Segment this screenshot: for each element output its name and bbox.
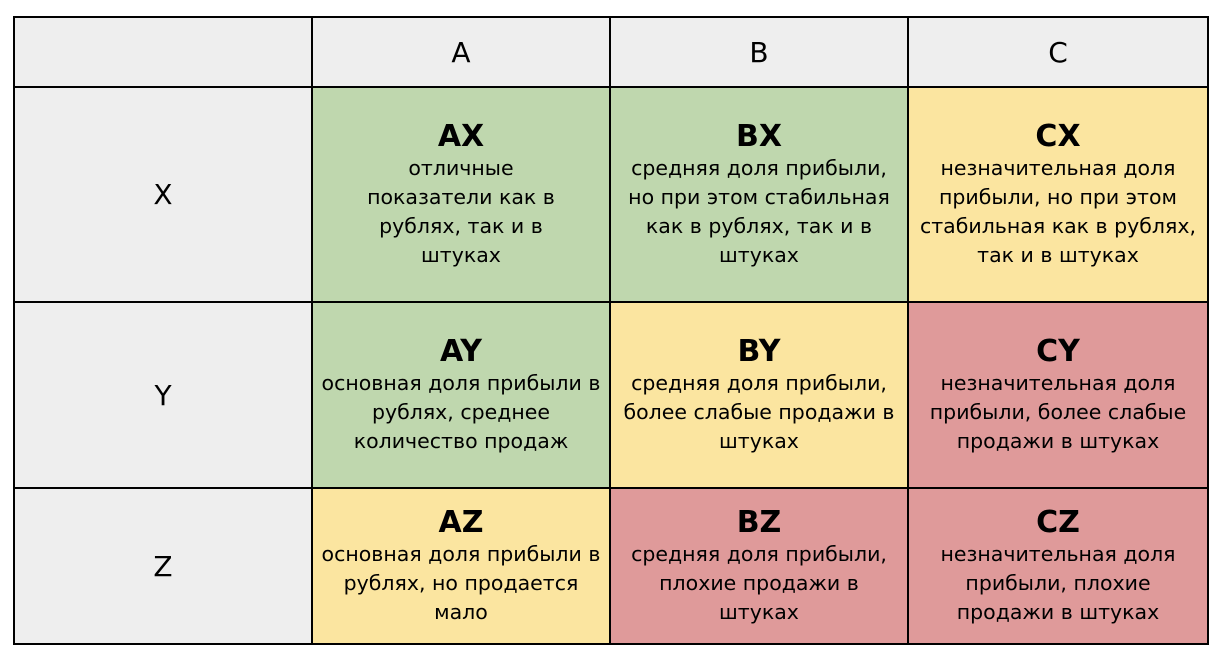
cell-cz: CZ незначительная доля прибыли, плохие п… — [907, 487, 1209, 645]
cell-description: незначительная доля прибыли, плохие прод… — [940, 541, 1176, 624]
cell-code: BX — [736, 118, 782, 154]
abc-xyz-matrix: A B C X AX отличные показатели как в руб… — [13, 16, 1209, 645]
cell-description: незначительная доля прибыли, более слабы… — [929, 370, 1187, 453]
cell-code: CZ — [1036, 504, 1080, 540]
cell-code: BZ — [736, 504, 782, 540]
cell-by: BY средняя доля прибыли, более слабые пр… — [609, 301, 909, 489]
column-header-b: B — [609, 16, 909, 88]
cell-code: AZ — [438, 504, 484, 540]
header-row: A B C — [13, 16, 1209, 88]
matrix-row-z: Z AZ основная доля прибыли в рублях, но … — [13, 487, 1209, 645]
cell-description: основная доля прибыли в рублях, но прода… — [321, 541, 601, 624]
matrix-row-y: Y AY основная доля прибыли в рублях, сре… — [13, 301, 1209, 489]
cell-description: основная доля прибыли в рублях, среднее … — [321, 370, 601, 453]
cell-description: незначительная доля прибыли, но при этом… — [919, 155, 1197, 267]
row-header-z: Z — [13, 487, 313, 645]
cell-code: AY — [439, 333, 483, 369]
cell-cx: CX незначительная доля прибыли, но при э… — [907, 86, 1209, 303]
cell-ax: AX отличные показатели как в рублях, так… — [311, 86, 611, 303]
cell-code: CY — [1036, 333, 1080, 369]
matrix-row-x: X AX отличные показатели как в рублях, т… — [13, 86, 1209, 303]
column-header-a: A — [311, 16, 611, 88]
cell-az: AZ основная доля прибыли в рублях, но пр… — [311, 487, 611, 645]
cell-description: средняя доля прибыли, более слабые прода… — [623, 370, 895, 453]
cell-description: средняя доля прибыли, плохие продажи в ш… — [631, 541, 887, 624]
cell-description: средняя доля прибыли, но при этом стабил… — [628, 155, 890, 267]
row-header-y: Y — [13, 301, 313, 489]
cell-bx: BX средняя доля прибыли, но при этом ста… — [609, 86, 909, 303]
cell-cy: CY незначительная доля прибыли, более сл… — [907, 301, 1209, 489]
cell-code: CX — [1035, 118, 1081, 154]
cell-code: AX — [437, 118, 485, 154]
corner-cell — [13, 16, 313, 88]
cell-ay: AY основная доля прибыли в рублях, средн… — [311, 301, 611, 489]
column-header-c: C — [907, 16, 1209, 88]
row-header-x: X — [13, 86, 313, 303]
cell-bz: BZ средняя доля прибыли, плохие продажи … — [609, 487, 909, 645]
cell-code: BY — [737, 333, 781, 369]
cell-description: отличные показатели как в рублях, так и … — [367, 155, 555, 267]
